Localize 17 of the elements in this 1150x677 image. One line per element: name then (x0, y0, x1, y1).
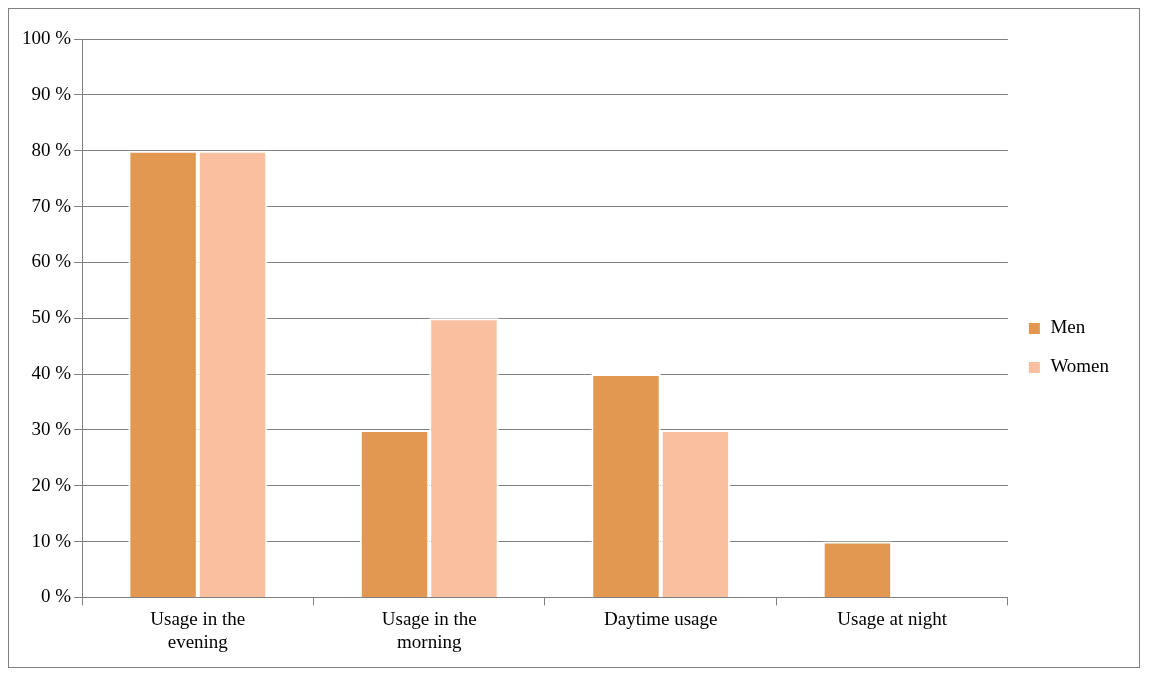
legend-label: Women (1050, 355, 1110, 377)
x-tick-label: Daytime usage (603, 607, 718, 629)
y-tick-label: 80 % (31, 138, 72, 160)
y-tick-label: 90 % (31, 82, 72, 104)
y-tick-label: 70 % (31, 194, 72, 216)
y-tick-label: 50 % (31, 306, 72, 328)
y-tick-label: 60 % (31, 250, 72, 272)
y-tick-label: 10 % (31, 529, 72, 551)
legend-label: Men (1050, 316, 1086, 338)
x-tick-label: Usage in the evening (150, 607, 246, 652)
y-tick-label: 20 % (31, 473, 72, 495)
y-tick-label: 100 % (22, 26, 72, 48)
y-tick-label: 40 % (31, 362, 72, 384)
x-tick-label: Usage in the morning (381, 607, 477, 652)
y-tick-label: 0 % (41, 585, 72, 607)
y-tick-label: 30 % (31, 417, 72, 439)
x-tick-label: Usage at night (837, 607, 948, 629)
